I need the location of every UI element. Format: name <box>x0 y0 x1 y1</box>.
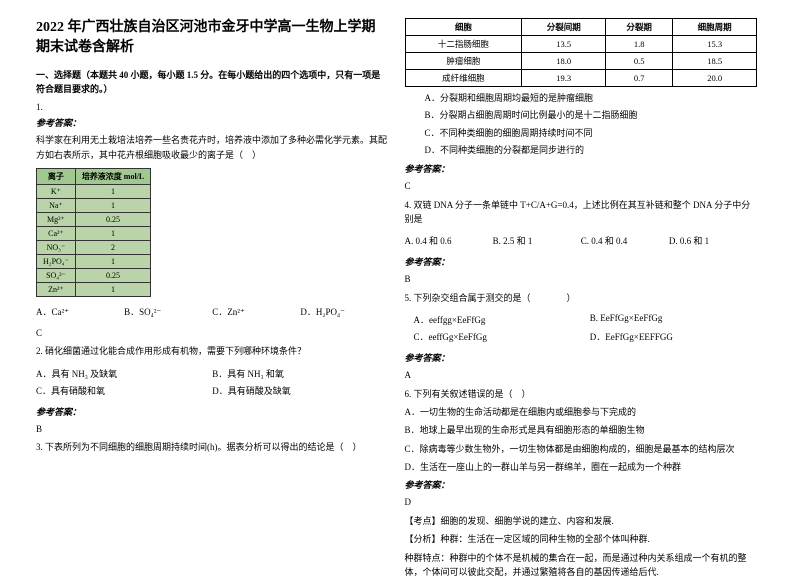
ion-th-2: 培养液浓度 mol/L <box>75 168 150 184</box>
q2-options: A．具有 NH₃ 及缺氧 B．具有 NH₃ 和氧 C．具有硝酸和氧 D．具有硝酸… <box>36 365 389 399</box>
q1-ans: C <box>36 326 389 340</box>
cell: 1 <box>75 198 150 212</box>
q6-fx2: 种群特点：种群中的个体不是机械的集合在一起，而是通过种内关系组成一个有机的整体，… <box>405 551 758 579</box>
q2-opt-d: D．具有硝酸及缺氧 <box>212 382 388 399</box>
q4-opt-b: B. 2.5 和 1 <box>493 232 581 249</box>
cell: Na⁺ <box>37 198 76 212</box>
q3-ans: C <box>405 179 758 193</box>
th: 分裂期 <box>606 19 673 36</box>
q2-ans: B <box>36 422 389 436</box>
q1-options: A．Ca²⁺ B．SO₄²⁻ C．Zn²⁺ D．H₂PO₄⁻ <box>36 303 389 320</box>
ion-table: 离子 培养液浓度 mol/L K⁺1 Na⁺1 Mg²⁺0.25 Ca²⁺1 N… <box>36 168 151 297</box>
cell: 20.0 <box>673 70 757 87</box>
q6-text: 6. 下列有关叙述错误的是（ ） <box>405 387 758 401</box>
cell: 0.25 <box>75 268 150 282</box>
cell: Zn²⁺ <box>37 282 76 296</box>
cell: H₂PO₄⁻ <box>37 254 76 268</box>
q2-opt-c: C．具有硝酸和氧 <box>36 382 212 399</box>
q6-kd: 【考点】细胞的发现、细胞学说的建立、内容和发展. <box>405 514 758 528</box>
cell: 15.3 <box>673 36 757 53</box>
q5-opt-c: C．eeffGg×EeFfGg <box>405 328 581 345</box>
cell: K⁺ <box>37 184 76 198</box>
q4-opt-c: C. 0.4 和 0.4 <box>581 232 669 249</box>
q1-opt-b: B．SO₄²⁻ <box>124 303 212 320</box>
q3-opt-c: C．不同种类细胞的细胞周期持续时间不同 <box>425 126 758 141</box>
q5-opt-b: B. EeFfGg×EeFfGg <box>581 311 757 328</box>
q6-opt-b: B．地球上最早出现的生命形式是具有细胞形态的单细胞生物 <box>405 423 758 437</box>
right-column: 细胞 分裂间期 分裂期 细胞周期 十二指肠细胞 13.5 1.8 15.3 肿瘤… <box>397 18 766 543</box>
th: 细胞周期 <box>673 19 757 36</box>
cell: Ca²⁺ <box>37 226 76 240</box>
q2-answer-label: 参考答案： <box>36 405 389 418</box>
cell: 1 <box>75 184 150 198</box>
q5-text: 5. 下列杂交组合属于测交的是（ ） <box>405 291 758 305</box>
q4-opt-d: D. 0.6 和 1 <box>669 232 757 249</box>
cell: 1.8 <box>606 36 673 53</box>
cell: 肿瘤细胞 <box>405 53 522 70</box>
q3-answer-label: 参考答案： <box>405 162 758 175</box>
cell: 2 <box>75 240 150 254</box>
ion-th-1: 离子 <box>37 168 76 184</box>
q5-ans: A <box>405 368 758 382</box>
q1-text: 科学家在利用无土栽培法培养一些名贵花卉时，培养液中添加了多种必需化学元素。其配方… <box>36 133 389 162</box>
cell: 19.3 <box>522 70 606 87</box>
cell: 十二指肠细胞 <box>405 36 522 53</box>
q6-answer-label: 参考答案： <box>405 478 758 491</box>
q4-ans: B <box>405 272 758 286</box>
cell: 0.25 <box>75 212 150 226</box>
q2-text: 2. 硝化细菌通过化能合成作用形成有机物，需要下列哪种环境条件？ <box>36 344 389 358</box>
q1-opt-a: A．Ca²⁺ <box>36 303 124 320</box>
q1-opt-d: D．H₂PO₄⁻ <box>300 303 388 320</box>
q1-answer-label: 参考答案： <box>36 116 389 129</box>
cell-cycle-table: 细胞 分裂间期 分裂期 细胞周期 十二指肠细胞 13.5 1.8 15.3 肿瘤… <box>405 18 758 87</box>
q2-opt-b: B．具有 NH₃ 和氧 <box>212 365 388 382</box>
q3-opt-b: B．分裂期占细胞周期时间比例最小的是十二指肠细胞 <box>425 108 758 123</box>
q5-opt-d: D．EeFfGg×EEFFGG <box>581 328 757 345</box>
cell: 1 <box>75 254 150 268</box>
q3-opt-d: D．不同种类细胞的分裂都是同步进行的 <box>425 143 758 158</box>
q4-opt-a: A. 0.4 和 0.6 <box>405 232 493 249</box>
q1-num: 1. <box>36 102 389 112</box>
cell: 1 <box>75 282 150 296</box>
cell: SO₄²⁻ <box>37 268 76 282</box>
q6-ans: D <box>405 495 758 509</box>
cell: NO₃⁻ <box>37 240 76 254</box>
cell: 0.5 <box>606 53 673 70</box>
section-1-header: 一、选择题（本题共 40 小题，每小题 1.5 分。在每小题给出的四个选项中，只… <box>36 69 389 96</box>
cell: 18.0 <box>522 53 606 70</box>
q6-opt-c: C．除病毒等少数生物外，一切生物体都是由细胞构成的，细胞是最基本的结构层次 <box>405 442 758 456</box>
cell: 0.7 <box>606 70 673 87</box>
left-column: 2022 年广西壮族自治区河池市金牙中学高一生物上学期期末试卷含解析 一、选择题… <box>28 18 397 543</box>
th: 分裂间期 <box>522 19 606 36</box>
q4-text: 4. 双链 DNA 分子一条单链中 T+C/A+G=0.4，上述比例在其互补链和… <box>405 198 758 227</box>
cell: 18.5 <box>673 53 757 70</box>
th: 细胞 <box>405 19 522 36</box>
q6-fx: 【分析】种群：生活在一定区域的同种生物的全部个体叫种群. <box>405 532 758 546</box>
q4-answer-label: 参考答案： <box>405 255 758 268</box>
q5-answer-label: 参考答案： <box>405 351 758 364</box>
cell: 1 <box>75 226 150 240</box>
q5-options: A．eeffgg×EeFfGg B. EeFfGg×EeFfGg C．eeffG… <box>405 311 758 345</box>
q1-opt-c: C．Zn²⁺ <box>212 303 300 320</box>
doc-title: 2022 年广西壮族自治区河池市金牙中学高一生物上学期期末试卷含解析 <box>36 18 389 57</box>
q3-text: 3. 下表所列为不同细胞的细胞周期持续时间(h)。据表分析可以得出的结论是（ ） <box>36 440 389 454</box>
cell: Mg²⁺ <box>37 212 76 226</box>
q2-opt-a: A．具有 NH₃ 及缺氧 <box>36 365 212 382</box>
q5-opt-a: A．eeffgg×EeFfGg <box>405 311 581 328</box>
q4-options: A. 0.4 和 0.6 B. 2.5 和 1 C. 0.4 和 0.4 D. … <box>405 232 758 249</box>
cell: 13.5 <box>522 36 606 53</box>
q6-opt-a: A．一切生物的生命活动都是在细胞内或细胞参与下完成的 <box>405 405 758 419</box>
q3-opt-a: A．分裂期和细胞周期均最短的是肿瘤细胞 <box>425 91 758 106</box>
q6-opt-d: D．生活在一座山上的一群山羊与另一群绵羊，圈在一起成为一个种群 <box>405 460 758 474</box>
cell: 成纤维细胞 <box>405 70 522 87</box>
